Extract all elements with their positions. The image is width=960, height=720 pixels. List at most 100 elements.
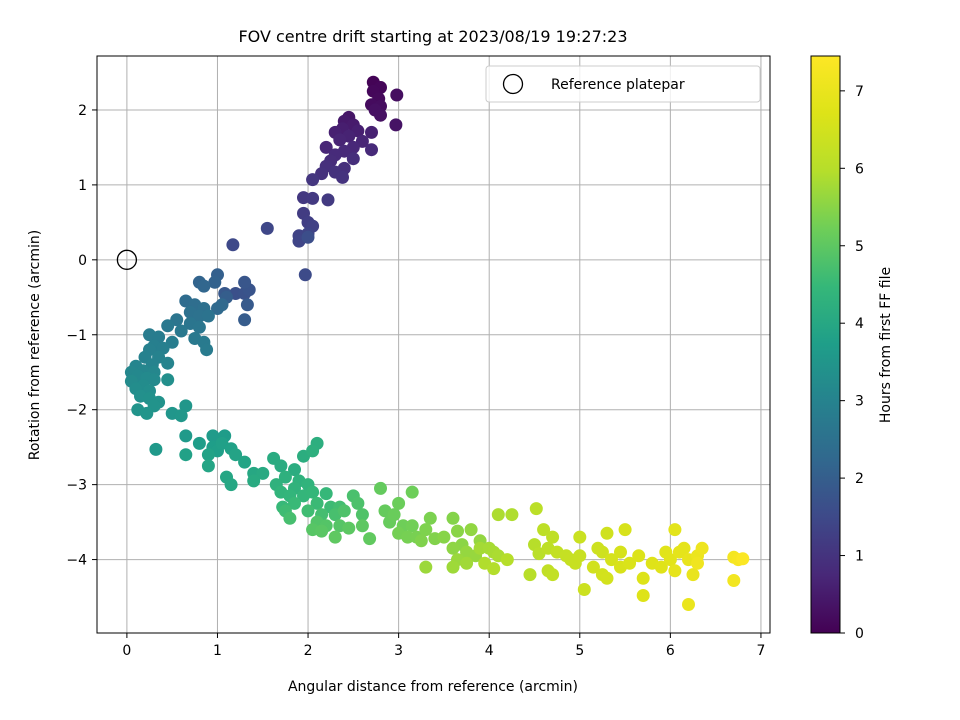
data-point — [238, 275, 252, 289]
data-point — [682, 598, 695, 611]
data-point — [537, 523, 551, 537]
data-point — [686, 568, 700, 582]
data-point — [283, 511, 297, 525]
colorbar-tick-label: 6 — [855, 161, 864, 177]
data-point — [636, 571, 650, 585]
colorbar-tick-label: 7 — [855, 84, 864, 100]
x-axis-label: Angular distance from reference (arcmin) — [288, 679, 578, 695]
data-point — [523, 568, 537, 582]
data-point — [586, 560, 600, 574]
data-point — [691, 556, 704, 570]
data-point — [451, 524, 464, 538]
data-point — [727, 574, 741, 587]
data-point — [419, 523, 433, 537]
data-point — [161, 356, 175, 370]
y-axis-label: Rotation from reference (arcmin) — [27, 230, 43, 460]
data-point — [577, 583, 591, 596]
grid — [97, 56, 770, 633]
colorbar-tick-label: 1 — [855, 549, 864, 565]
data-point — [306, 191, 320, 205]
x-tick-label: 7 — [756, 643, 765, 659]
reference-platepar-marker — [116, 249, 138, 270]
data-point — [387, 508, 401, 522]
colorbar-ticks: 0 1 2 3 4 5 6 7 — [840, 84, 864, 642]
data-point — [179, 399, 193, 413]
data-point — [464, 523, 478, 537]
y-tick-label: −4 — [66, 553, 87, 569]
x-tick-label: 2 — [304, 643, 313, 659]
data-point — [595, 545, 609, 559]
data-point — [149, 442, 163, 456]
data-point — [288, 463, 301, 477]
data-point — [238, 455, 252, 469]
data-point — [226, 238, 240, 252]
data-point — [668, 564, 682, 578]
data-point — [487, 562, 501, 576]
colorbar-tick-label: 0 — [855, 626, 864, 642]
data-point — [600, 526, 614, 540]
y-ticks: −4 −3 −2 −1 0 1 2 — [66, 103, 97, 569]
x-tick-label: 4 — [485, 643, 494, 659]
x-tick-label: 1 — [213, 643, 222, 659]
data-point — [632, 549, 646, 563]
data-point — [179, 429, 193, 443]
x-tick-label: 5 — [575, 643, 584, 659]
data-point — [437, 530, 451, 544]
colorbar-tick-label: 5 — [855, 239, 864, 255]
colorbar-label: Hours from first FF file — [878, 267, 894, 423]
data-point — [140, 406, 154, 420]
data-point — [636, 589, 650, 602]
data-points — [124, 75, 750, 611]
legend-label: Reference platepar — [551, 77, 685, 93]
data-point — [224, 478, 238, 492]
data-point — [256, 466, 270, 480]
data-point — [392, 496, 406, 510]
data-point — [197, 279, 211, 293]
data-point — [401, 530, 415, 544]
data-point — [460, 556, 474, 570]
data-point — [260, 221, 274, 235]
data-point — [505, 508, 519, 522]
data-point — [390, 88, 404, 102]
reference-marker — [116, 249, 138, 270]
data-point — [310, 496, 324, 510]
data-point — [201, 459, 215, 473]
data-point — [363, 532, 377, 546]
data-point — [288, 496, 301, 510]
data-point — [174, 324, 188, 338]
data-point — [355, 508, 369, 522]
plot-frame — [96, 55, 771, 634]
data-point — [446, 560, 460, 574]
y-tick-label: 2 — [78, 103, 87, 119]
data-point — [315, 524, 329, 538]
data-point — [573, 530, 587, 544]
data-point — [298, 268, 312, 282]
data-point — [206, 429, 220, 443]
data-point — [333, 133, 347, 147]
data-point — [365, 143, 378, 157]
data-point — [319, 487, 333, 501]
data-point — [229, 448, 243, 462]
legend-box — [485, 65, 761, 103]
x-tick-label: 3 — [394, 643, 403, 659]
data-point — [573, 549, 587, 563]
data-point — [321, 193, 335, 207]
data-point — [618, 523, 632, 537]
legend: Reference platepar — [485, 65, 761, 103]
data-point — [306, 173, 320, 187]
data-point — [668, 523, 682, 537]
data-point — [546, 530, 560, 544]
data-point — [240, 298, 254, 312]
data-point — [351, 496, 365, 510]
colorbar-gradient — [810, 55, 841, 634]
data-point — [654, 560, 668, 574]
data-point — [328, 530, 342, 544]
data-point — [695, 541, 709, 555]
data-point — [201, 309, 215, 323]
data-point — [161, 373, 175, 387]
data-point — [201, 448, 215, 462]
data-point — [161, 319, 175, 333]
colorbar-tick-label: 3 — [855, 394, 864, 410]
data-point — [346, 152, 360, 166]
